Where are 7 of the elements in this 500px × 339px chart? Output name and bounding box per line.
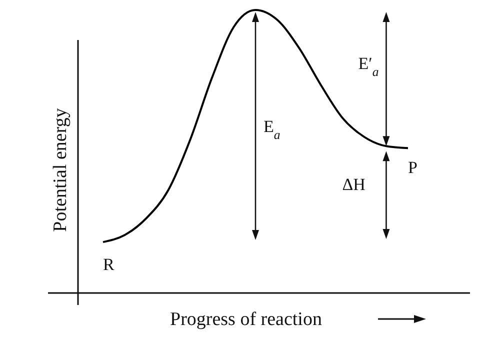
x-axis-title: Progress of reaction: [170, 309, 322, 330]
annotation: E$_{a}$: [264, 117, 280, 142]
annotation: P: [408, 158, 418, 178]
annotation: R: [103, 255, 115, 274]
y-axis-title: Potential energy: [50, 108, 71, 232]
annotation: E′$_{a}$: [358, 54, 379, 80]
annotation: ΔH: [342, 175, 366, 194]
